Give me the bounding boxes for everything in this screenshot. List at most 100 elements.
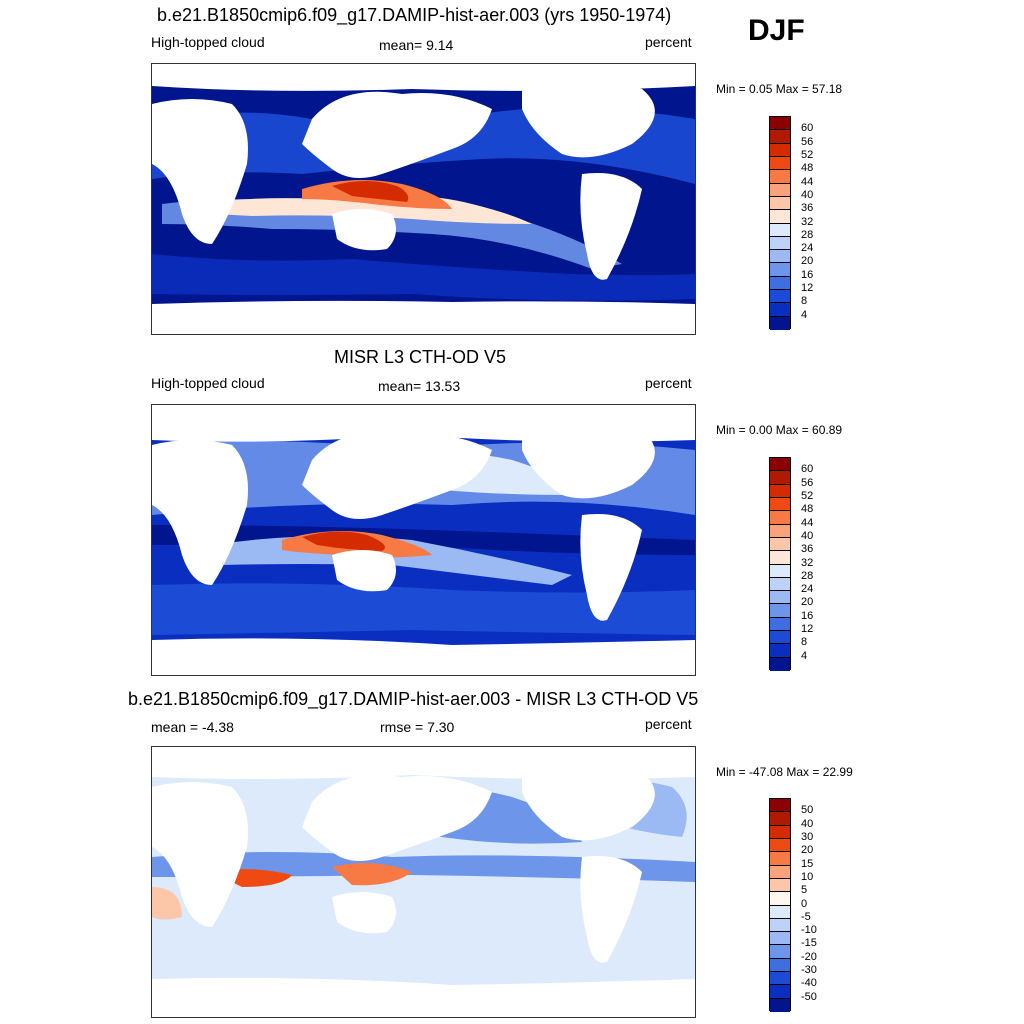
continent-asia (302, 774, 492, 861)
colorbar-swatch (770, 276, 790, 291)
colorbar-label: 15 (801, 857, 814, 870)
panel-2-colorbar-labels: 60 56 52 48 44 40 36 32 28 24 20 16 12 8 4 (801, 457, 841, 670)
panel-3-title: b.e21.B1850cmip6.f09_g17.DAMIP-hist-aer.… (128, 689, 699, 709)
colorbar-swatch (770, 130, 790, 144)
colorbar-label: 32 (801, 556, 814, 569)
colorbar-swatch (770, 471, 790, 485)
colorbar-label: 40 (801, 817, 814, 830)
panel-2-variable-label: High-topped cloud (151, 375, 265, 391)
colorbar-swatch (770, 458, 790, 472)
colorbar-swatch (770, 631, 790, 645)
colorbar-label: 16 (801, 609, 814, 622)
colorbar-swatch (770, 985, 790, 999)
continent-north-america (522, 763, 655, 841)
colorbar-swatch (770, 236, 790, 251)
panel-1-units-label: percent (645, 34, 692, 50)
colorbar-swatch (770, 932, 790, 946)
colorbar-swatch (770, 183, 790, 197)
colorbar-label: -20 (801, 950, 817, 963)
continent-australia (332, 550, 396, 592)
panel-2-minmax: Min = 0.00 Max = 60.89 (716, 423, 843, 437)
colorbar-label: 4 (801, 308, 808, 321)
panel-3-colorbar-labels: 50 40 30 20 15 10 5 0 -5 -10 -15 -20 -30 -40 -50 (801, 798, 841, 1011)
panel-3-units-label: percent (645, 716, 692, 732)
antarctica (152, 300, 695, 334)
colorbar-label: 28 (801, 569, 814, 582)
colorbar-swatch (770, 303, 790, 317)
panel-1-colorbar (769, 116, 791, 330)
colorbar-label: 36 (801, 543, 814, 556)
colorbar-label: 24 (801, 583, 814, 596)
continent-africa-europe (152, 782, 248, 927)
colorbar-label: 56 (801, 135, 814, 148)
continent-south-america (580, 173, 642, 280)
arctic-white (152, 64, 695, 91)
colorbar-swatch (770, 657, 790, 671)
colorbar-swatch (770, 564, 790, 578)
colorbar-label: 30 (801, 830, 814, 843)
colorbar-label: -50 (801, 990, 817, 1003)
colorbar-swatch (770, 958, 790, 973)
colorbar-swatch (770, 945, 790, 959)
colorbar-swatch (770, 551, 790, 565)
colorbar-label: -30 (801, 964, 817, 977)
colorbar-label: 0 (801, 897, 808, 910)
colorbar-swatch (770, 604, 790, 618)
continent-asia (302, 91, 492, 178)
colorbar-swatch (770, 250, 790, 264)
colorbar-label: 12 (801, 623, 814, 636)
colorbar-swatch (770, 918, 790, 933)
colorbar-swatch (770, 905, 790, 919)
panel-1-map (151, 63, 696, 335)
continent-africa-europe (152, 99, 248, 244)
southern-band (152, 583, 695, 635)
warm-pool-core (332, 181, 409, 202)
equatorial-dry-band (152, 525, 695, 555)
colorbar-swatch (770, 825, 790, 839)
colorbar-swatch (770, 223, 790, 237)
colorbar-swatch (770, 591, 790, 605)
colorbar-label: 12 (801, 282, 814, 295)
southern-band (152, 254, 695, 301)
continent-australia (332, 892, 396, 934)
colorbar-label: -15 (801, 937, 817, 950)
arctic-white (152, 405, 695, 442)
panel-3-map-svg (152, 747, 695, 1017)
colorbar-label: 44 (801, 175, 814, 188)
colorbar-swatch (770, 812, 790, 826)
colorbar-swatch (770, 998, 790, 1012)
panel-2-map (151, 404, 696, 676)
colorbar-label: 4 (801, 649, 808, 662)
panel-1-map-svg (152, 64, 695, 334)
colorbar-label: 36 (801, 202, 814, 215)
panel-2-units-label: percent (645, 375, 692, 391)
colorbar-label: -40 (801, 977, 817, 990)
panel-2-map-svg (152, 405, 695, 675)
panel-3-map (151, 746, 696, 1018)
colorbar-swatch (770, 156, 790, 171)
colorbar-swatch (770, 511, 790, 525)
colorbar-swatch (770, 316, 790, 330)
colorbar-swatch (770, 537, 790, 552)
colorbar-swatch (770, 644, 790, 658)
colorbar-label: 60 (801, 463, 814, 476)
warm-pool-positive (332, 863, 412, 886)
continent-north-america (522, 80, 655, 158)
colorbar-swatch (770, 117, 790, 131)
colorbar-swatch (770, 617, 790, 632)
colorbar-swatch (770, 290, 790, 304)
colorbar-label: 40 (801, 529, 814, 542)
panel-2-colorbar (769, 457, 791, 671)
colorbar-swatch (770, 972, 790, 986)
colorbar-swatch (770, 892, 790, 906)
colorbar-label: 40 (801, 188, 814, 201)
panel-1-title: b.e21.B1850cmip6.f09_g17.DAMIP-hist-aer.… (157, 5, 672, 25)
colorbar-label: 5 (801, 884, 808, 897)
colorbar-label: 44 (801, 516, 814, 529)
colorbar-swatch (770, 878, 790, 893)
colorbar-label: 28 (801, 228, 814, 241)
colorbar-swatch (770, 865, 790, 879)
colorbar-label: 52 (801, 489, 814, 502)
colorbar-label: 24 (801, 242, 814, 255)
colorbar-swatch (770, 852, 790, 866)
